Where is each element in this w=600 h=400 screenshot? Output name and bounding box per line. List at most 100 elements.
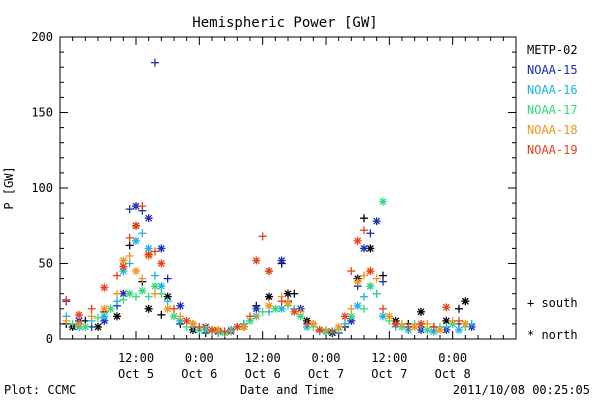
data-point (113, 312, 121, 321)
data-point (372, 274, 381, 283)
footer-timestamp: 2011/10/08 00:25:05 (453, 383, 590, 397)
x-tick-label-time: 0:00 (438, 351, 467, 365)
y-tick-label: 0 (46, 332, 53, 346)
data-point (252, 256, 261, 265)
data-point (100, 312, 109, 321)
data-point (360, 244, 368, 253)
data-point (366, 229, 375, 238)
data-point (94, 322, 102, 331)
data-point (157, 310, 166, 319)
data-point (284, 298, 292, 307)
data-point (360, 214, 368, 223)
data-point (119, 262, 128, 271)
data-point (163, 297, 172, 306)
data-point (106, 304, 115, 313)
data-point (258, 232, 267, 241)
data-point (372, 217, 381, 226)
data-point (125, 205, 134, 214)
data-point (353, 301, 362, 310)
x-tick-label-date: Oct 5 (118, 367, 154, 381)
data-point (366, 282, 375, 291)
data-point (132, 292, 140, 301)
data-point (265, 267, 273, 276)
data-point (113, 289, 121, 298)
y-axis-label: P [GW] (2, 166, 16, 209)
data-point (151, 271, 159, 280)
data-point (391, 319, 400, 328)
data-point (246, 312, 254, 321)
data-point (163, 274, 172, 283)
data-point (208, 325, 216, 334)
data-point (151, 289, 159, 298)
data-point (125, 233, 134, 242)
data-point (347, 267, 356, 276)
data-point (113, 271, 121, 280)
data-point (94, 313, 102, 322)
data-point (87, 312, 96, 321)
data-point (252, 304, 261, 313)
data-point (442, 303, 451, 312)
x-axis-label: Date and Time (240, 383, 334, 397)
data-point (132, 221, 140, 230)
data-point (113, 297, 121, 306)
data-point (75, 319, 83, 328)
data-point (347, 312, 356, 321)
x-tick-label-date: Oct 6 (245, 367, 281, 381)
data-point (315, 325, 324, 334)
data-point (379, 304, 387, 313)
data-point (151, 282, 159, 291)
legend-entry: NOAA-16 (527, 83, 578, 97)
x-tick-label-time: 0:00 (185, 351, 214, 365)
data-point (360, 304, 368, 313)
data-point (455, 304, 463, 313)
legend-entry: NOAA-17 (527, 103, 578, 117)
x-tick-label-date: Oct 6 (181, 367, 217, 381)
data-point (379, 197, 387, 206)
x-tick-label-time: 12:00 (245, 351, 281, 365)
x-tick-label-time: 12:00 (371, 351, 407, 365)
y-tick-label: 50 (39, 257, 53, 271)
data-point (277, 297, 286, 306)
data-point (195, 322, 204, 331)
data-point (157, 259, 166, 268)
data-point (163, 304, 172, 313)
x-tick-label-date: Oct 7 (371, 367, 407, 381)
x-tick-label-time: 0:00 (312, 351, 341, 365)
data-point (144, 292, 153, 301)
data-point (455, 325, 463, 334)
data-point (125, 259, 134, 268)
data-point (144, 250, 153, 259)
data-point (372, 289, 381, 298)
data-point (132, 236, 140, 245)
y-axis: 0 50 100 150 200 (31, 30, 516, 346)
data-point (87, 304, 96, 313)
x-tick-label-date: Oct 8 (435, 367, 471, 381)
data-points (62, 58, 476, 337)
legend-entry: NOAA-19 (527, 143, 578, 157)
data-point (62, 316, 71, 325)
legend-entry: METP-02 (527, 43, 578, 57)
data-point (138, 229, 147, 238)
legend-entry: NOAA-15 (527, 63, 578, 77)
data-point (144, 214, 153, 223)
x-axis: 12:00 Oct 5 0:00 Oct 6 12:00 Oct 6 0:00 Oct 7 12… (59, 37, 517, 381)
data-point (417, 307, 425, 316)
data-point (220, 327, 229, 336)
data-point (360, 226, 368, 235)
marker-legend: + south * north (527, 296, 578, 342)
data-point (258, 307, 267, 316)
data-point (360, 271, 368, 280)
data-point (265, 292, 273, 301)
x-tick-label-time: 12:00 (118, 351, 154, 365)
data-point (75, 310, 83, 319)
data-point (170, 304, 178, 313)
data-point (353, 277, 362, 286)
data-point (151, 58, 159, 67)
y-tick-label: 100 (31, 181, 53, 195)
data-point (271, 304, 280, 313)
data-point (277, 256, 286, 265)
data-point (290, 289, 299, 298)
data-point (277, 304, 286, 313)
legend-entry: NOAA-18 (527, 123, 578, 137)
